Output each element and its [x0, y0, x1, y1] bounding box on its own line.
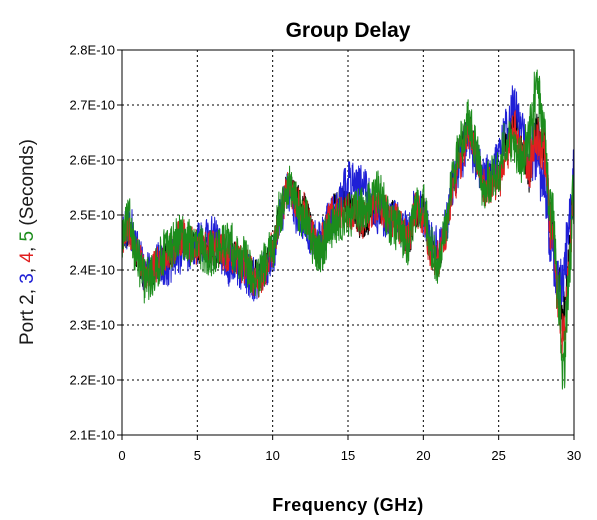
y-tick-label: 2.7E-10 — [69, 98, 115, 113]
y-tick-label: 2.6E-10 — [69, 153, 115, 168]
y-axis-ticks: 2.1E-10 2.2E-10 2.3E-10 2.4E-10 2.5E-10 2.6E-… — [69, 43, 122, 443]
y-axis-label-part: , — [17, 284, 38, 295]
y-axis-label-part: 5 — [17, 231, 38, 242]
grid-lines — [122, 50, 574, 435]
y-tick-label: 2.2E-10 — [69, 373, 115, 388]
x-tick-label: 30 — [567, 448, 581, 463]
y-tick-label: 2.3E-10 — [69, 318, 115, 333]
data-series — [121, 69, 575, 390]
y-axis-label-part: (Seconds) — [17, 139, 38, 231]
y-tick-label: 2.8E-10 — [69, 43, 115, 58]
y-axis-label-part: 3 — [17, 273, 38, 284]
y-axis-label-part: Port 2 — [17, 294, 38, 345]
x-tick-label: 10 — [265, 448, 279, 463]
x-tick-label: 25 — [491, 448, 505, 463]
x-tick-label: 20 — [416, 448, 430, 463]
y-axis-label-part: , — [17, 263, 38, 274]
y-axis-label-part: , — [17, 241, 38, 252]
y-tick-label: 2.1E-10 — [69, 428, 115, 443]
y-tick-label: 2.4E-10 — [69, 263, 115, 278]
y-tick-label: 2.5E-10 — [69, 208, 115, 223]
series-line-4 — [121, 69, 575, 390]
y-axis-label-part: 4 — [17, 252, 38, 263]
chart-title: Group Delay — [286, 19, 411, 42]
y-axis-label: Port 2, 3, 4, 5 (Seconds) — [17, 139, 38, 345]
x-axis-ticks: 0 5 10 15 20 25 30 — [118, 435, 581, 463]
x-tick-label: 5 — [194, 448, 201, 463]
x-tick-label: 15 — [341, 448, 355, 463]
x-axis-label: Frequency (GHz) — [272, 495, 424, 515]
x-tick-label: 0 — [118, 448, 125, 463]
